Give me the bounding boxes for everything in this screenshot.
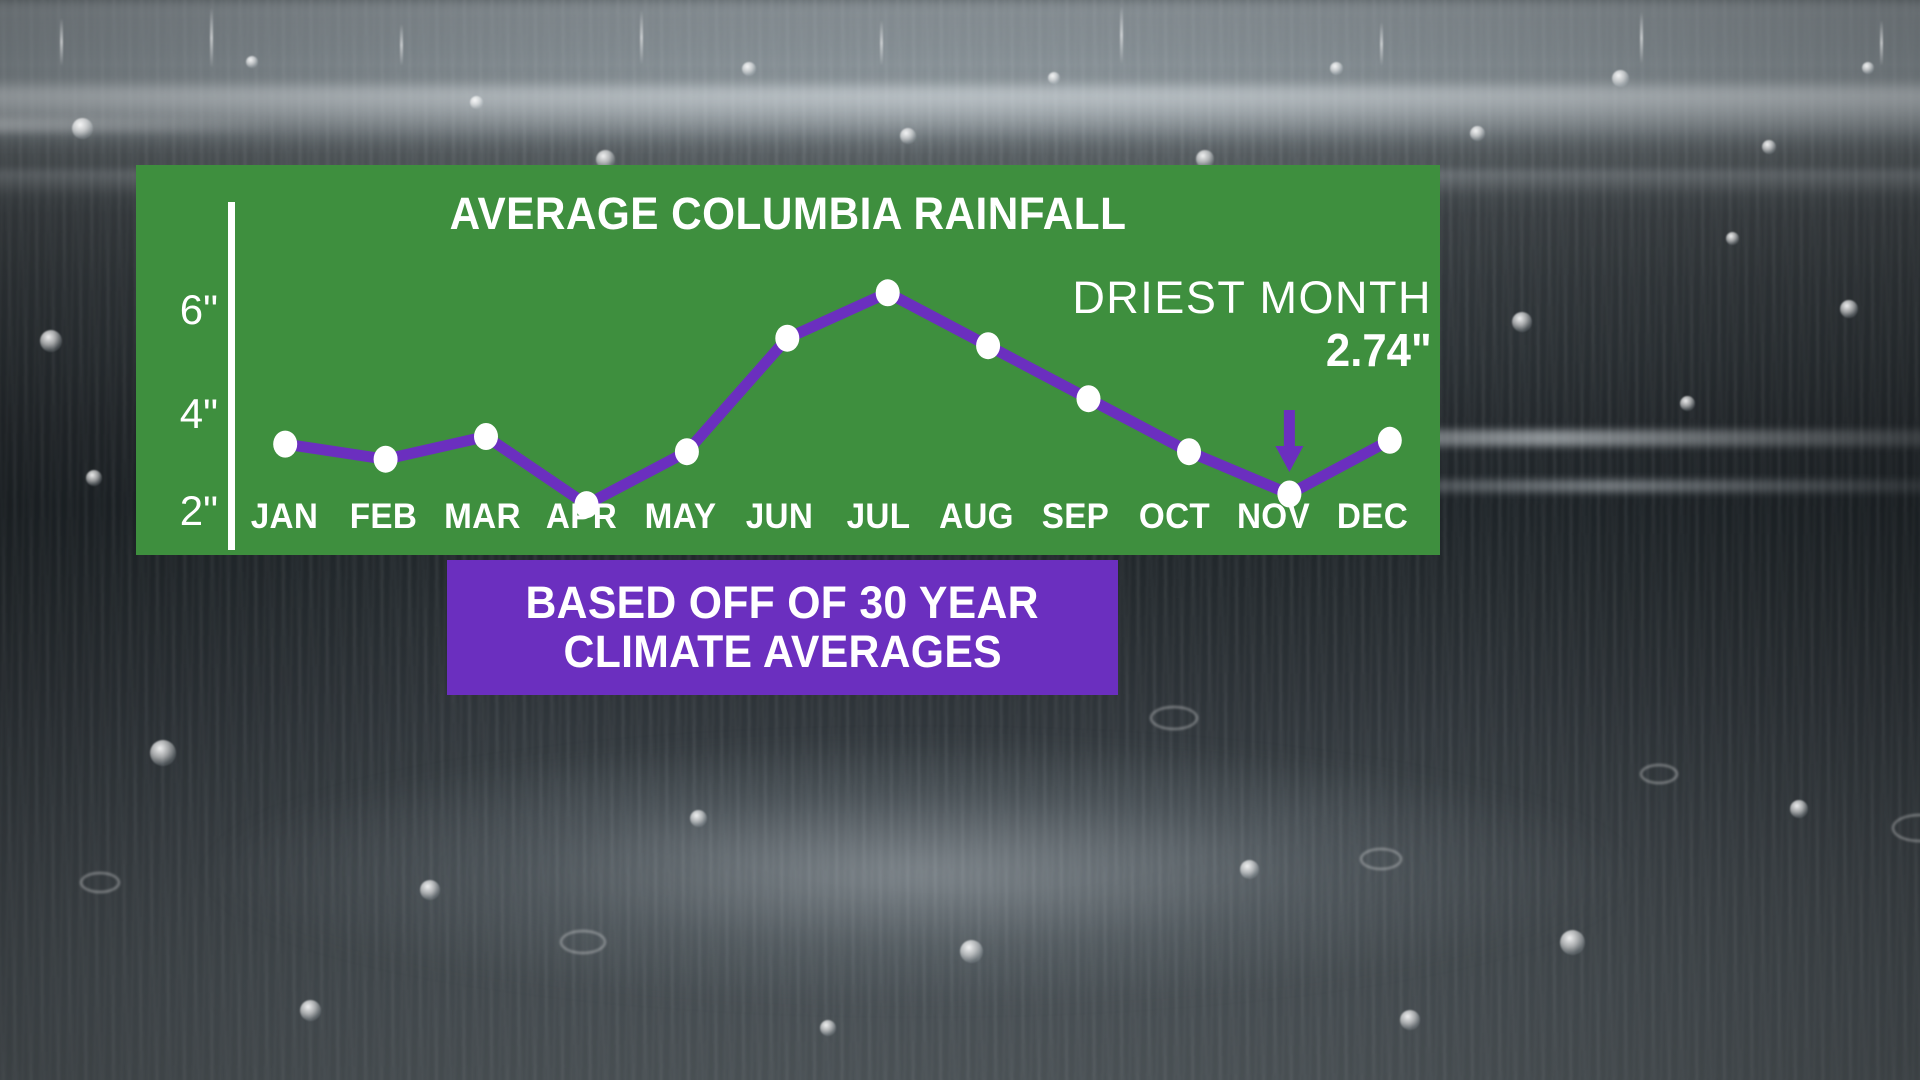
month-label-nov: NOV — [1237, 497, 1311, 536]
y-axis-tick-label: 6" — [179, 286, 218, 333]
rain-streak — [880, 20, 883, 66]
raindrop-splash — [1790, 800, 1808, 818]
data-point-nov — [1277, 480, 1302, 508]
month-label-jun: JUN — [745, 497, 813, 536]
plot-area — [235, 202, 1440, 550]
month-label-aug: AUG — [939, 497, 1015, 536]
rain-streak — [210, 8, 213, 68]
month-label-mar: MAR — [444, 497, 521, 536]
splash-ring — [80, 872, 120, 893]
raindrop-splash — [1862, 62, 1874, 74]
y-axis-line — [228, 202, 235, 550]
raindrop-splash — [420, 880, 440, 900]
month-label-dec: DEC — [1337, 497, 1409, 536]
background-light-band-left — [0, 118, 280, 132]
rainfall-line-chart — [273, 279, 1402, 519]
rainfall-data-line — [279, 287, 1396, 511]
raindrop-splash — [40, 330, 62, 352]
raindrop-splash — [1680, 396, 1695, 411]
month-label-apr: APR — [545, 497, 617, 536]
rain-streak — [1380, 22, 1383, 66]
splash-ring — [1150, 706, 1198, 730]
driest-month-label: DRIEST MONTH — [1072, 272, 1432, 323]
raindrop-splash — [742, 62, 756, 76]
driest-month-callout: DRIEST MONTH 2.74" — [1072, 275, 1432, 374]
raindrop-splash — [690, 810, 707, 827]
raindrop-splash — [820, 1020, 836, 1036]
rainfall-data-markers — [273, 279, 1402, 519]
raindrop-splash — [1240, 860, 1259, 879]
raindrop-splash — [960, 940, 983, 963]
raindrop-splash — [900, 128, 916, 144]
raindrop-splash — [1726, 232, 1739, 245]
y-axis-tick-label: 4" — [179, 390, 218, 437]
rain-streak — [640, 10, 643, 65]
month-label-may: MAY — [644, 497, 716, 536]
rain-streak — [1880, 20, 1883, 66]
data-point-oct — [1177, 438, 1201, 466]
rain-streak — [400, 24, 403, 66]
raindrop-splash — [1196, 150, 1214, 168]
month-label-feb: FEB — [349, 497, 418, 536]
raindrop-splash — [246, 56, 258, 68]
data-point-feb — [373, 445, 398, 473]
rain-streak — [60, 18, 63, 66]
data-point-may — [674, 438, 699, 466]
raindrop-splash — [1470, 126, 1485, 141]
data-point-jul — [875, 279, 900, 307]
splash-ring — [1640, 764, 1678, 784]
splash-ring — [560, 930, 606, 954]
page-title: AVERAGE COLUMBIA RAINFALL — [449, 188, 1127, 239]
down-arrow-icon — [1275, 410, 1304, 473]
source-note-banner: BASED OFF OF 30 YEAR CLIMATE AVERAGES — [447, 560, 1118, 695]
raindrop-splash — [86, 470, 102, 486]
background-floor-glare — [0, 690, 1920, 1020]
splash-ring — [1360, 848, 1402, 870]
raindrop-splash — [1612, 70, 1629, 87]
month-label-sep: SEP — [1042, 497, 1110, 536]
source-note-line-2: CLIMATE AVERAGES — [563, 625, 1002, 677]
raindrop-splash — [1512, 312, 1532, 332]
data-point-mar — [474, 423, 498, 450]
data-point-jan — [273, 430, 298, 458]
data-point-apr — [574, 491, 599, 519]
x-axis-month-labels: JAN FEB MAR APR MAY JUN JUL AUG SEP OCT NOV DEC — [235, 495, 1422, 537]
raindrop-splash — [1560, 930, 1585, 955]
background-bright-horizon-band — [0, 86, 1920, 138]
data-point-sep — [1076, 385, 1101, 413]
month-label-jan: JAN — [250, 497, 319, 536]
raindrop-splash — [1762, 140, 1776, 154]
data-point-jun — [775, 324, 800, 352]
raindrop-splash — [1330, 62, 1343, 75]
data-point-dec — [1377, 426, 1402, 454]
y-axis-tick-label: 2" — [179, 487, 218, 534]
raindrop-splash — [300, 1000, 321, 1021]
data-point-aug — [976, 332, 1001, 360]
month-label-oct: OCT — [1139, 497, 1211, 536]
raindrop-splash — [72, 118, 93, 139]
raindrop-splash — [1400, 1010, 1420, 1030]
driest-month-value: 2.74" — [1326, 324, 1432, 376]
month-label-jul: JUL — [846, 497, 910, 536]
raindrop-splash — [1840, 300, 1858, 318]
raindrop-splash — [150, 740, 176, 766]
raindrop-splash — [470, 96, 483, 109]
raindrop-splash — [1048, 72, 1060, 84]
raindrop-splash — [596, 150, 615, 169]
rain-streak — [1640, 12, 1643, 64]
rain-streak — [1120, 6, 1123, 64]
source-note-line-1: BASED OFF OF 30 YEAR — [525, 577, 1040, 629]
rainfall-chart-panel: AVERAGE COLUMBIA RAINFALL 6" 4" 2" DRIES… — [136, 165, 1440, 555]
